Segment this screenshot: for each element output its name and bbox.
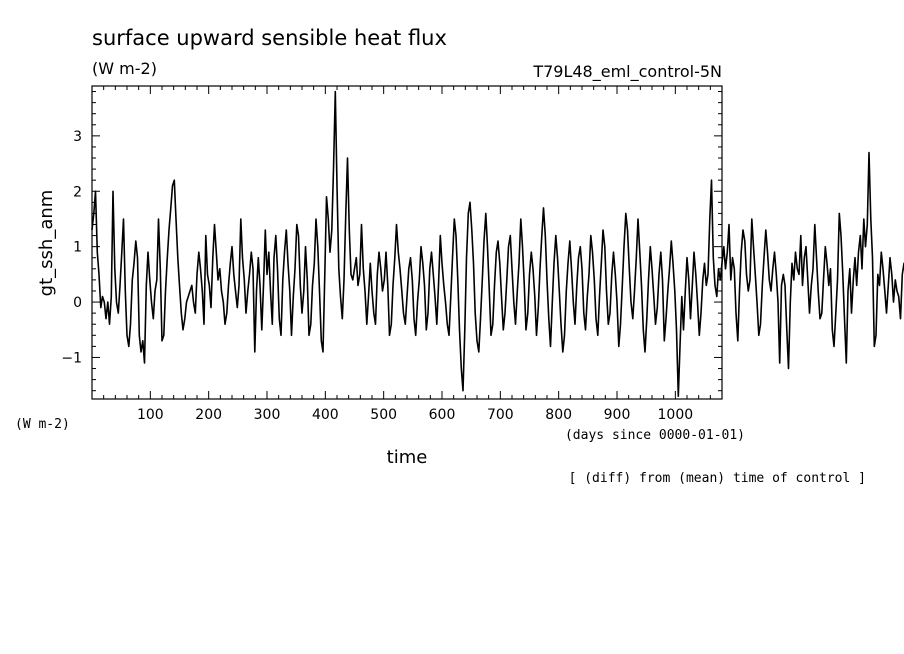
- x-tick-label: 200: [195, 407, 222, 423]
- footnote: [ (diff) from (mean) time of control ]: [569, 471, 866, 486]
- x-tick-label: 900: [604, 407, 631, 423]
- y-tick-label: 0: [73, 295, 82, 311]
- y-tick-labels: −1 0 1 2 3: [61, 129, 82, 367]
- x-tick-label: 700: [487, 407, 514, 423]
- y-tick-label: 2: [73, 184, 82, 200]
- x-tick-labels: 100 200 300 400 500 600 700 800 900 1000: [137, 407, 693, 423]
- x-tick-label: 800: [545, 407, 572, 423]
- y-axis-units: (W m-2): [15, 417, 70, 432]
- experiment-label: T79L48_eml_control-5N: [532, 62, 722, 82]
- y-axis-label: gt_ssh_anm: [36, 190, 57, 297]
- x-tick-label: 500: [370, 407, 397, 423]
- chart-units: (W m-2): [92, 59, 157, 78]
- y-tick-label: −1: [61, 350, 82, 366]
- y-tick-label: 1: [73, 240, 82, 256]
- axis-ticks: [92, 86, 722, 399]
- x-tick-label: 600: [429, 407, 456, 423]
- y-tick-label: 3: [73, 129, 82, 145]
- x-axis-units: (days since 0000-01-01): [565, 428, 745, 443]
- x-tick-label: 100: [137, 407, 164, 423]
- x-tick-label: 300: [254, 407, 281, 423]
- x-tick-label: 1000: [658, 407, 694, 423]
- chart-title: surface upward sensible heat flux: [92, 26, 447, 50]
- x-tick-label: 400: [312, 407, 339, 423]
- series-line: [91, 90, 904, 397]
- x-axis-label: time: [387, 447, 428, 468]
